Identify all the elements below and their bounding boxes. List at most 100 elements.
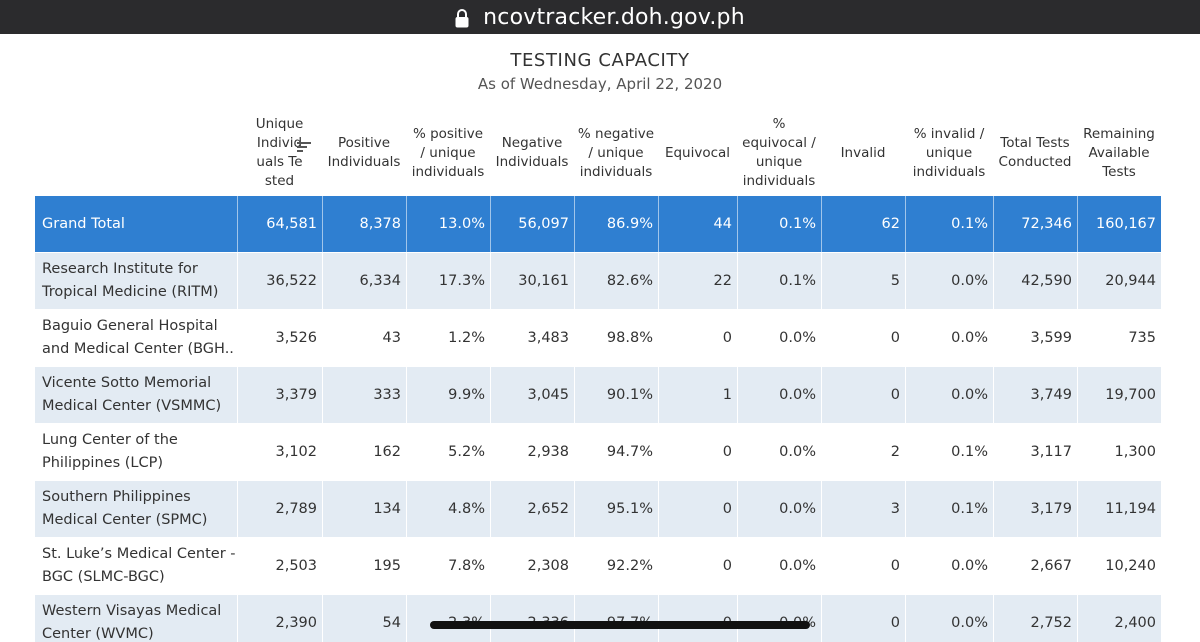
- table-cell: 1: [658, 367, 737, 423]
- table-cell: 11,194: [1077, 481, 1161, 537]
- facility-name-line: Medical Center (VSMMC): [42, 398, 222, 414]
- column-header-line: / unique: [588, 144, 644, 161]
- column-header[interactable]: % equivocal / unique individuals: [737, 110, 821, 196]
- column-header-line: % positive: [412, 125, 484, 142]
- table-cell: 2,308: [490, 538, 574, 594]
- facility-name-line: Research Institute for: [42, 261, 198, 277]
- table-cell: 0: [658, 424, 737, 480]
- column-header[interactable]: Invalid: [821, 110, 905, 196]
- table-cell: 0.1%: [737, 253, 821, 309]
- table-cell: 9.9%: [406, 367, 490, 423]
- grand-total-row[interactable]: Grand Total 64,581 8,378 13.0% 56,097 86.9% 44…: [35, 196, 1161, 252]
- table-cell: 735: [1077, 310, 1161, 366]
- column-header-line: Equivocal: [664, 144, 731, 161]
- table-cell: 5.2%: [406, 424, 490, 480]
- table-cell: 22: [658, 253, 737, 309]
- table-cell: 0: [821, 538, 905, 594]
- column-header-line: Unique: [255, 116, 304, 132]
- table-cell: 2,667: [993, 538, 1077, 594]
- table-cell: 3,749: [993, 367, 1077, 423]
- table-row[interactable]: Lung Center of the Philippines (LCP) 3,102…: [35, 424, 1161, 480]
- facility-name: Baguio General Hospital and Medical Cente…: [35, 310, 237, 366]
- column-header-line: Individuals: [495, 154, 569, 170]
- table-cell: 2,652: [490, 481, 574, 537]
- table-cell: 98.8%: [574, 310, 658, 366]
- table-cell: 86.9%: [574, 196, 658, 252]
- table-row[interactable]: St. Luke’s Medical Center - BGC (SLMC-BGC…: [35, 538, 1161, 594]
- column-header[interactable]: Total Tests Conducted: [993, 110, 1077, 196]
- column-header-line: Available: [1088, 144, 1150, 161]
- column-header[interactable]: Remaining Available Tests: [1077, 110, 1161, 196]
- table-cell: 2.3%: [406, 595, 490, 642]
- table-cell: 19,700: [1077, 367, 1161, 423]
- table-cell: 0.0%: [737, 310, 821, 366]
- column-header[interactable]: Positive Individuals: [322, 110, 406, 196]
- table-cell: 2,752: [993, 595, 1077, 642]
- table-cell: 0.0%: [905, 310, 993, 366]
- as-of-date: As of Wednesday, April 22, 2020: [477, 75, 723, 93]
- table-cell: 6,334: [322, 253, 406, 309]
- column-header[interactable]: Equivocal: [658, 110, 737, 196]
- column-header-line: Positive: [337, 135, 391, 151]
- table-cell: 134: [322, 481, 406, 537]
- table-row[interactable]: Western Visayas Medical Center (WVMC) 2,39…: [35, 595, 1161, 642]
- table-cell: 0.1%: [905, 424, 993, 480]
- table-cell: 2: [821, 424, 905, 480]
- facility-name-line: Southern Philippines: [42, 489, 191, 505]
- browser-url-bar[interactable]: ncovtracker.doh.gov.ph: [0, 0, 1200, 34]
- table-row[interactable]: Baguio General Hospital and Medical Cente…: [35, 310, 1161, 366]
- table-cell: 8,378: [322, 196, 406, 252]
- table-cell: 10,240: [1077, 538, 1161, 594]
- table-cell: 90.1%: [574, 367, 658, 423]
- table-cell: 0: [658, 310, 737, 366]
- column-header-line: % invalid /: [913, 125, 985, 142]
- column-header-line: Individ: [256, 135, 303, 151]
- facility-name-line: Baguio General Hospital: [42, 318, 218, 334]
- table-cell: 1,300: [1077, 424, 1161, 480]
- column-header-line: Remaining: [1083, 125, 1155, 142]
- table-cell: 0: [658, 481, 737, 537]
- table-row[interactable]: Research Institute for Tropical Medicine …: [35, 253, 1161, 309]
- table-cell: 0.0%: [905, 253, 993, 309]
- column-header-line: unique: [755, 154, 803, 170]
- table-cell: 195: [322, 538, 406, 594]
- table-cell: 42,590: [993, 253, 1077, 309]
- table-cell: 2,938: [490, 424, 574, 480]
- table-cell: 97.7%: [574, 595, 658, 642]
- table-cell: 0: [821, 595, 905, 642]
- page-title: TESTING CAPACITY: [510, 50, 690, 71]
- column-header[interactable]: Unique Individ uals Te sted: [237, 110, 322, 196]
- table-cell: 3,483: [490, 310, 574, 366]
- table-cell: 3,379: [237, 367, 322, 423]
- table-cell: 0: [821, 367, 905, 423]
- column-header-line: Total Tests: [1000, 135, 1070, 151]
- table-cell: 94.7%: [574, 424, 658, 480]
- table-cell: 2,503: [237, 538, 322, 594]
- table-row[interactable]: Vicente Sotto Memorial Medical Center (VS…: [35, 367, 1161, 423]
- table-cell: 62: [821, 196, 905, 252]
- facility-name: Vicente Sotto Memorial Medical Center (VS…: [35, 367, 237, 423]
- table-cell: 162: [322, 424, 406, 480]
- column-header[interactable]: Negative Individuals: [490, 110, 574, 196]
- table-cell: 0: [821, 310, 905, 366]
- column-header-line: individuals: [742, 173, 816, 189]
- table-cell: 0.0%: [905, 538, 993, 594]
- table-row[interactable]: Southern Philippines Medical Center (SPMC…: [35, 481, 1161, 537]
- column-header-line: % negative: [577, 125, 655, 142]
- table-cell: 0: [658, 538, 737, 594]
- table-cell: 72,346: [993, 196, 1077, 252]
- facility-name: Southern Philippines Medical Center (SPMC…: [35, 481, 237, 537]
- column-header[interactable]: % negative / unique individuals: [574, 110, 658, 196]
- table-cell: 7.8%: [406, 538, 490, 594]
- table-cell: 0.1%: [737, 196, 821, 252]
- table-cell: 3,045: [490, 367, 574, 423]
- table-cell: 95.1%: [574, 481, 658, 537]
- sort-descending-icon[interactable]: [297, 140, 311, 154]
- table-cell: 0.0%: [737, 481, 821, 537]
- column-header[interactable]: % positive / unique individuals: [406, 110, 490, 196]
- table-cell: 0.0%: [737, 367, 821, 423]
- column-header-line: Conducted: [998, 154, 1072, 170]
- column-header-line: individuals: [411, 163, 485, 180]
- column-header[interactable]: % invalid / unique individuals: [905, 110, 993, 196]
- table-cell: 3,179: [993, 481, 1077, 537]
